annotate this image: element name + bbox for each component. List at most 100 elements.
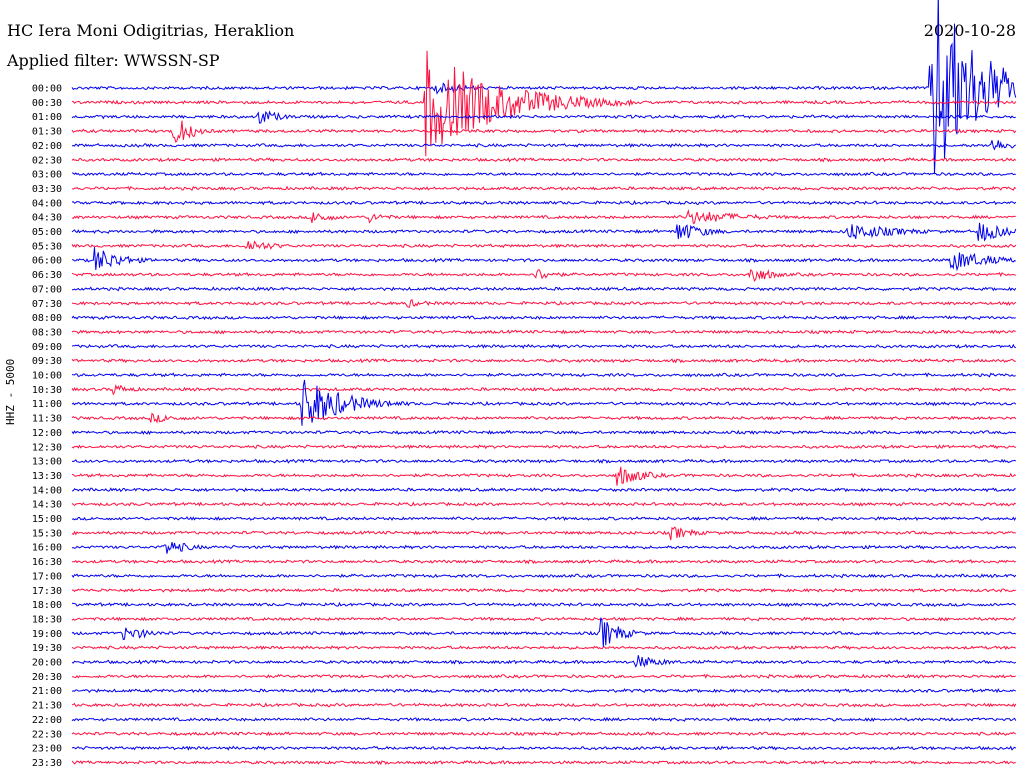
row-time-label: 03:00 <box>32 170 62 181</box>
row-time-label: 13:30 <box>32 471 62 482</box>
row-time-label: 19:00 <box>32 629 62 640</box>
trace-line <box>71 185 1017 191</box>
row-time-label: 22:00 <box>32 715 62 726</box>
trace-line <box>71 157 1017 163</box>
row-time-label: 04:00 <box>32 198 62 209</box>
trace-line <box>71 466 1017 486</box>
row-time-label: 10:30 <box>32 385 62 396</box>
trace-line <box>71 171 1016 177</box>
trace-line <box>71 268 1017 283</box>
row-time-label: 10:00 <box>32 371 62 382</box>
row-time-label: 02:30 <box>32 155 62 166</box>
trace-line <box>71 372 1016 378</box>
row-time-label: 01:30 <box>32 127 62 138</box>
trace-line <box>71 444 1016 450</box>
row-time-label: 08:00 <box>32 313 62 324</box>
row-time-label: 16:30 <box>32 557 62 568</box>
filter-label: Applied filter: WWSSN-SP <box>7 51 220 70</box>
trace-line <box>71 541 1017 554</box>
trace-line <box>71 110 1016 124</box>
trace-line <box>71 526 1016 541</box>
row-time-label: 01:00 <box>32 112 62 123</box>
trace-line <box>71 0 1017 174</box>
row-time-label: 20:00 <box>32 658 62 669</box>
seismic-traces <box>71 0 1017 766</box>
trace-line <box>71 298 1017 308</box>
row-time-label: 17:00 <box>32 571 62 582</box>
trace-line <box>71 240 1017 250</box>
row-time-label: 09:00 <box>32 342 62 353</box>
row-time-label: 07:30 <box>32 299 62 310</box>
trace-line <box>71 379 1017 426</box>
trace-line <box>72 458 1017 464</box>
row-time-label: 15:00 <box>32 514 62 525</box>
row-time-label: 08:30 <box>32 327 62 338</box>
trace-line <box>71 688 1017 694</box>
trace-line <box>71 745 1017 751</box>
trace-line <box>71 199 1017 206</box>
trace-line <box>71 601 1016 608</box>
row-time-label: 02:00 <box>32 141 62 152</box>
row-time-label: 11:00 <box>32 399 62 410</box>
row-time-label: 05:30 <box>32 241 62 252</box>
row-time-label: 06:30 <box>32 270 62 281</box>
trace-line <box>71 412 1017 424</box>
row-time-label: 21:30 <box>32 701 62 712</box>
trace-line <box>71 222 1017 242</box>
trace-line <box>71 702 1017 708</box>
trace-line <box>71 329 1016 335</box>
trace-line <box>71 286 1017 292</box>
row-time-label: 14:00 <box>32 485 62 496</box>
trace-line <box>71 645 1017 651</box>
trace-line <box>71 617 1017 648</box>
station-title: HC Iera Moni Odigitrias, Heraklion <box>7 21 295 40</box>
row-time-label: 20:30 <box>32 672 62 683</box>
row-time-label: 12:30 <box>32 442 62 453</box>
trace-line <box>71 429 1017 435</box>
row-time-label: 18:00 <box>32 600 62 611</box>
row-time-label: 07:00 <box>32 284 62 295</box>
trace-line <box>71 50 1017 157</box>
trace-line <box>71 759 1016 766</box>
date-label: 2020-10-28 <box>923 21 1016 40</box>
row-time-label: 06:00 <box>32 256 62 267</box>
trace-line <box>71 383 1016 396</box>
row-time-label: 13:00 <box>32 457 62 468</box>
trace-line <box>71 655 1017 668</box>
row-time-label: 00:30 <box>32 98 62 109</box>
trace-line <box>71 343 1016 349</box>
row-time-label: 09:30 <box>32 356 62 367</box>
row-time-label: 23:00 <box>32 744 62 755</box>
row-time-label: 00:00 <box>32 84 62 95</box>
trace-line <box>71 731 1016 737</box>
trace-line <box>71 573 1017 579</box>
row-time-label: 15:30 <box>32 528 62 539</box>
row-time-label: 16:00 <box>32 543 62 554</box>
row-time-label: 17:30 <box>32 586 62 597</box>
trace-line <box>71 515 1017 522</box>
trace-line <box>71 587 1017 593</box>
trace-line <box>71 140 1016 151</box>
trace-line <box>71 558 1017 565</box>
trace-line <box>71 616 1016 622</box>
row-time-label: 14:30 <box>32 500 62 511</box>
row-time-label: 03:30 <box>32 184 62 195</box>
row-time-label: 22:30 <box>32 729 62 740</box>
row-time-label: 18:30 <box>32 614 62 625</box>
row-time-label: 19:30 <box>32 643 62 654</box>
trace-line <box>71 314 1016 321</box>
row-time-labels: 00:00 00:30 01:00 01:30 02:00 02:30 03:00 03:30… <box>32 84 62 769</box>
row-time-label: 23:30 <box>32 758 62 769</box>
row-time-label: 11:30 <box>32 414 62 425</box>
trace-line <box>71 120 1017 144</box>
trace-line <box>71 208 1016 224</box>
row-time-label: 21:00 <box>32 686 62 697</box>
trace-line <box>71 501 1017 507</box>
row-time-label: 04:30 <box>32 213 62 224</box>
trace-line <box>72 673 1017 679</box>
trace-line <box>71 716 1017 723</box>
row-time-label: 12:00 <box>32 428 62 439</box>
row-time-label: 05:00 <box>32 227 62 238</box>
trace-line <box>71 358 1016 364</box>
